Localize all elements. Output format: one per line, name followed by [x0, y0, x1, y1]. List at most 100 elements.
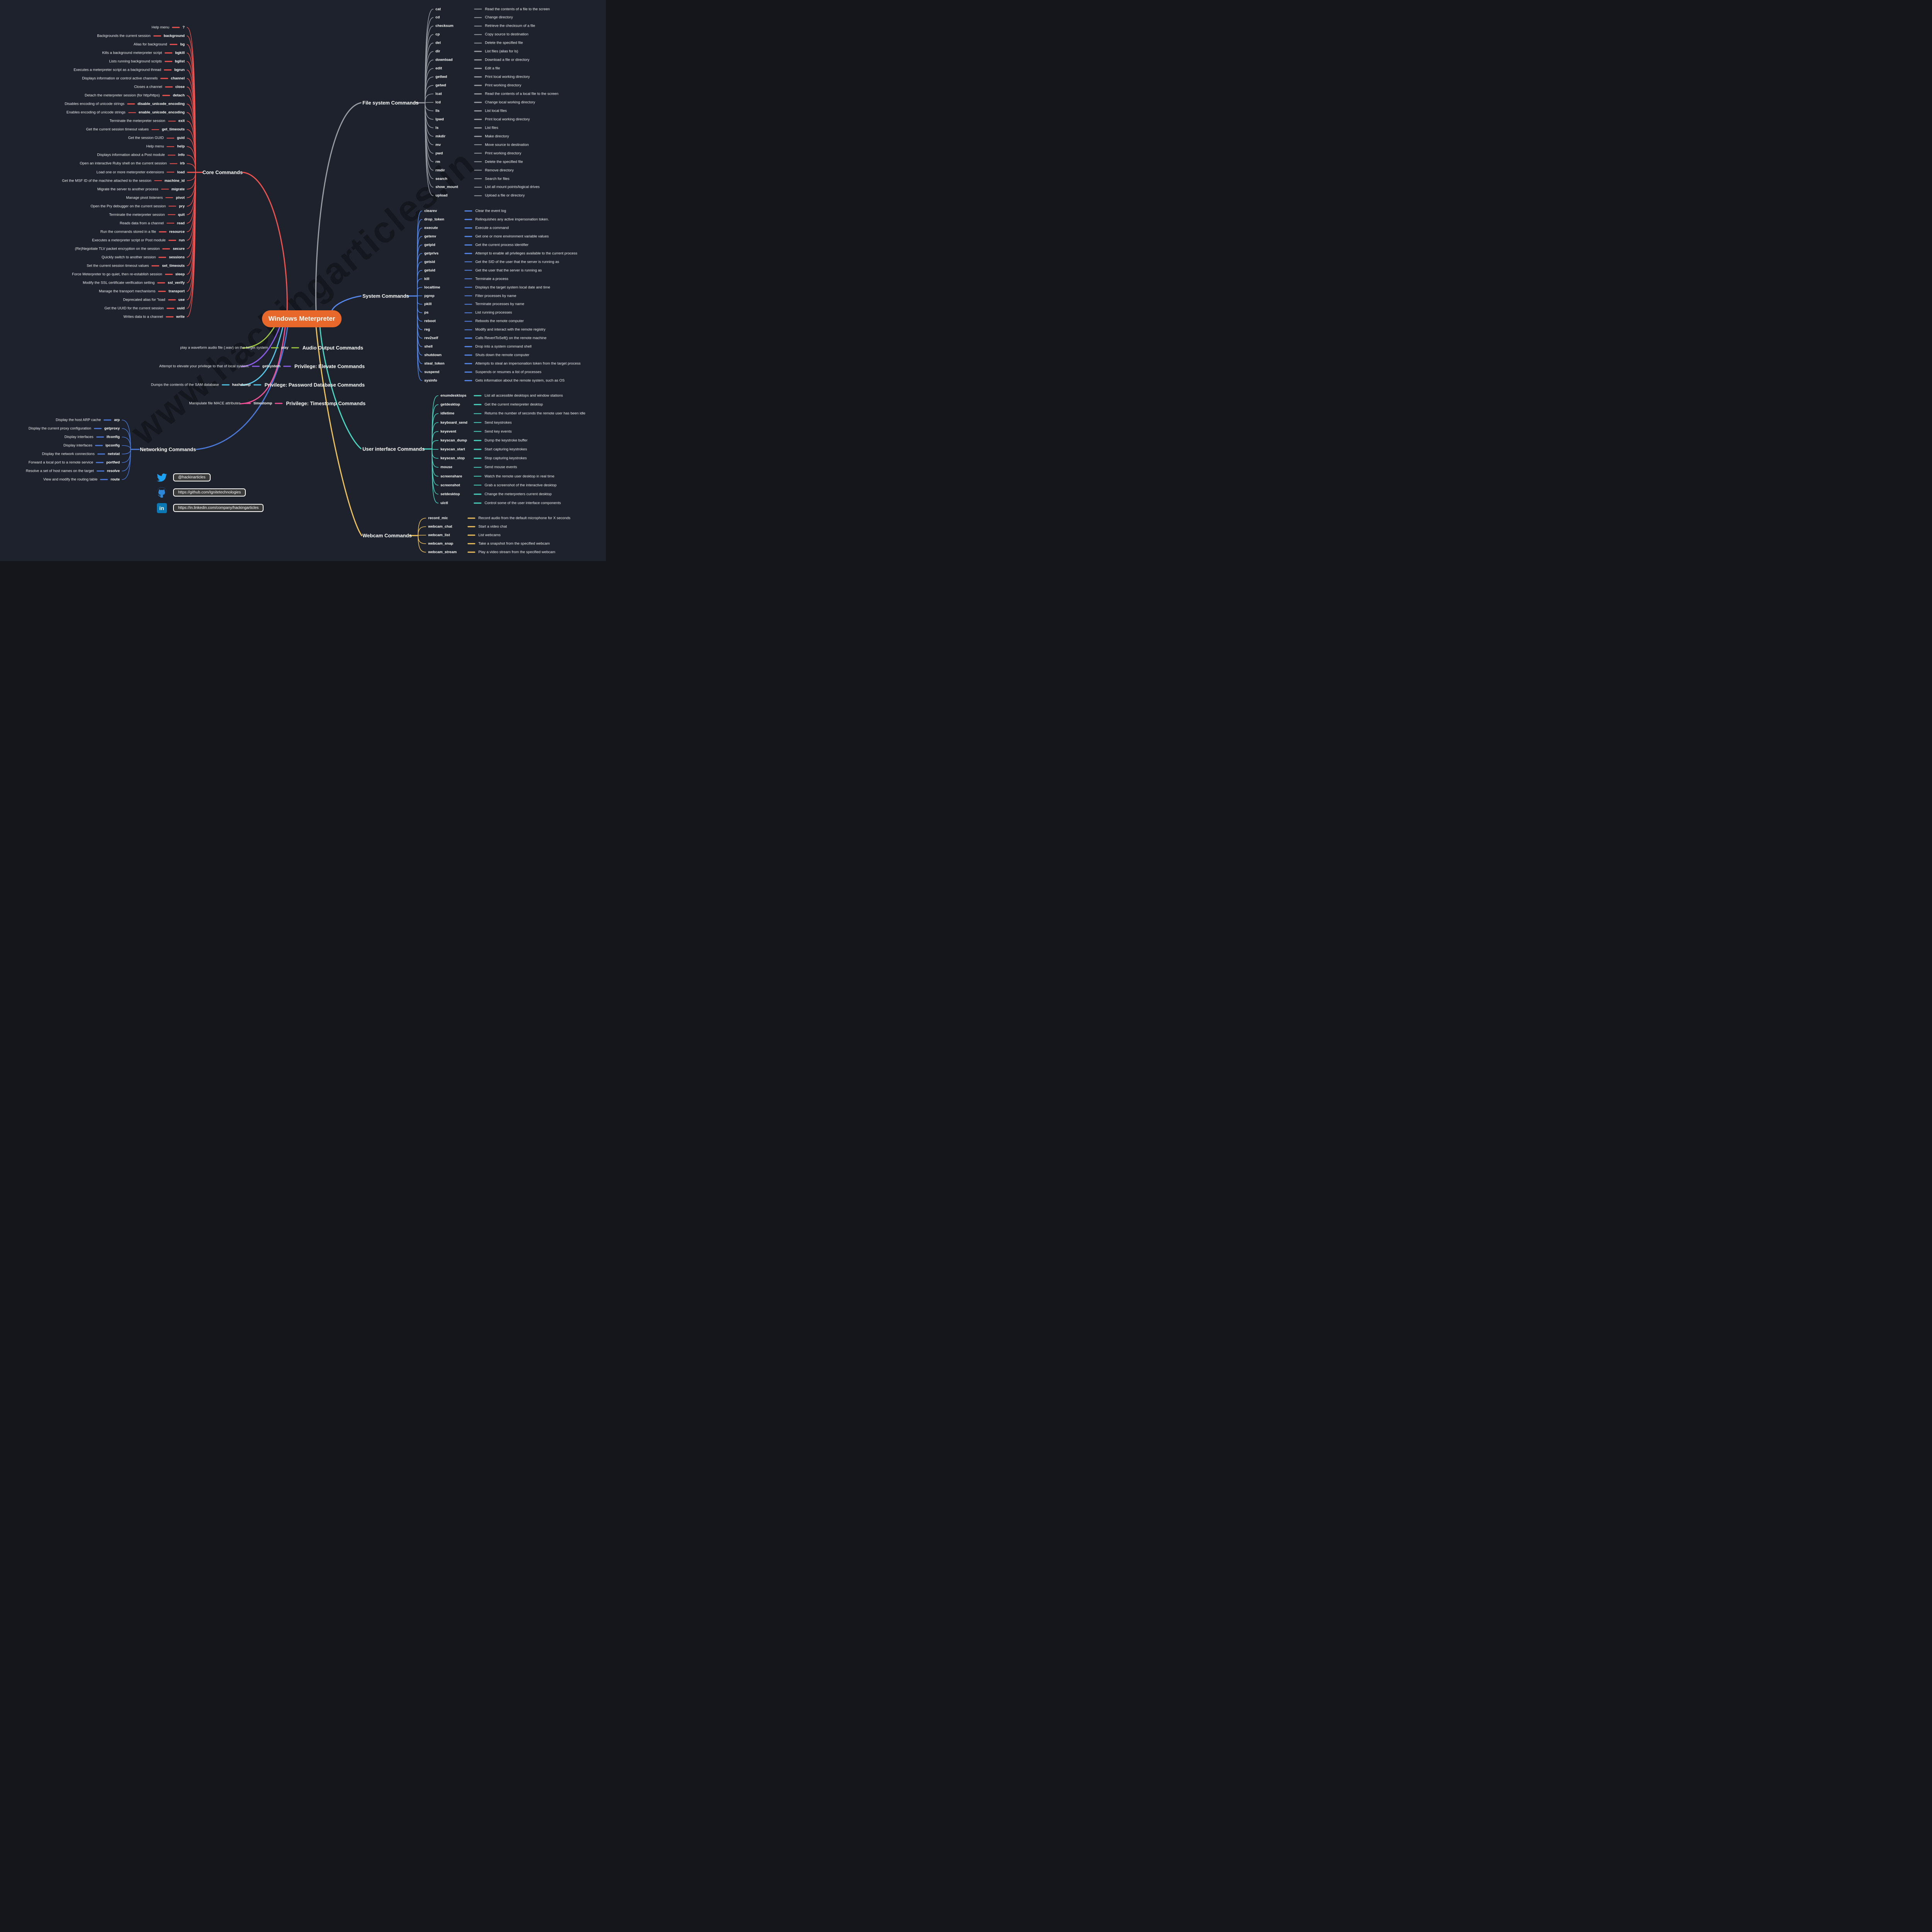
linkedin-url-badge[interactable]: https://in.linkedin.com/company/hackinga…: [173, 504, 264, 512]
branch-label-user-interface[interactable]: User interface Commands: [362, 446, 425, 452]
command-description: List all accessible desktops and window …: [485, 393, 563, 398]
mindmap-canvas: www.hackingarticles.in Windows Meterpret…: [0, 0, 606, 561]
connector-dash: [157, 282, 165, 284]
command-row: Run the commands stored in a file resourc…: [100, 230, 185, 234]
command-row: ls List files: [435, 126, 498, 130]
command-description: Filter processes by name: [475, 294, 517, 298]
command-row: reg Modify and interact with the remote r…: [424, 328, 546, 332]
branch-label-privilege-elevate[interactable]: Privilege: Elevate Commands: [294, 363, 365, 369]
connector-dash: [127, 103, 135, 105]
social-row-twitter: @hackinarticles: [156, 472, 211, 483]
command-row: kill Terminate a process: [424, 277, 509, 281]
command-description: Display the current proxy configuration: [28, 426, 91, 431]
connector-dash: [474, 59, 482, 61]
command-row: webcam_chat Start a video chat: [428, 525, 507, 529]
command-description: View and modify the routing table: [43, 477, 98, 482]
command-name: pgrep: [424, 294, 435, 298]
command-name: uuid: [177, 306, 185, 311]
branch-label-webcam[interactable]: Webcam Commands: [362, 532, 412, 539]
connector-dash: [283, 366, 291, 367]
connector-dash: [464, 210, 472, 212]
connector-dash: [168, 240, 176, 241]
command-row: View and modify the routing table route: [43, 478, 120, 482]
connector-dash: [464, 304, 472, 305]
command-row: Get the current session timeout values ge…: [86, 128, 185, 132]
connector-line: [417, 287, 422, 296]
connector-dash: [474, 404, 481, 405]
command-row: getlwd Print local working directory: [435, 75, 530, 79]
connector-line: [417, 296, 422, 322]
command-description: Executes a meterpreter script as a backg…: [73, 68, 162, 72]
command-description: Display the host ARP cache: [56, 418, 101, 422]
command-name: checksum: [435, 24, 454, 28]
twitter-icon[interactable]: [156, 472, 167, 483]
command-name: edit: [435, 66, 442, 71]
connector-dash: [168, 121, 176, 122]
connector-dash: [464, 371, 472, 373]
branch-label-networking[interactable]: Networking Commands: [140, 446, 196, 452]
branch-label-audio-output[interactable]: Audio Output Commands: [302, 345, 363, 351]
command-name: rev2self: [424, 336, 438, 340]
github-url-badge[interactable]: https://github.com/Ignitetechnologies: [173, 488, 246, 497]
command-name: shell: [424, 344, 433, 349]
command-description: Change the meterpreters current desktop: [485, 492, 552, 497]
command-name: drop_token: [424, 217, 444, 222]
command-row: getenv Get one or more environment variab…: [424, 234, 549, 238]
command-name: bg: [180, 42, 185, 47]
command-row: Detach the meterpreter session (for http…: [85, 94, 185, 98]
command-description: Relinquishes any active impersonation to…: [475, 217, 549, 222]
connector-dash: [468, 526, 475, 527]
command-name: lls: [435, 109, 440, 113]
command-name: lcat: [435, 92, 442, 96]
command-row: screenshare Watch the remote user desktop…: [440, 474, 554, 478]
command-row: pwd Print working directory: [435, 151, 521, 155]
github-icon[interactable]: [156, 487, 167, 498]
connector-dash: [270, 347, 279, 349]
command-name: route: [111, 477, 120, 482]
connector-line: [122, 420, 131, 450]
command-row: shutdown Shuts down the remote computer: [424, 353, 529, 357]
command-name: download: [435, 58, 453, 62]
command-name: hashdump: [232, 383, 251, 387]
command-name: setdesktop: [440, 492, 460, 497]
command-name: help: [177, 144, 185, 149]
twitter-handle-badge[interactable]: @hackinarticles: [173, 473, 211, 481]
branch-label-privilege-timestomp[interactable]: Privilege: Timestomp Commands: [286, 400, 366, 406]
command-description: Displays the target system local date an…: [475, 285, 550, 290]
command-description: Migrate the server to another process: [97, 187, 158, 192]
branch-label-file-system[interactable]: File system Commands: [362, 100, 419, 106]
command-description: Displays information or control active c…: [82, 76, 158, 81]
command-row: getwd Print working directory: [435, 83, 521, 88]
command-description: List files: [485, 126, 498, 130]
command-description: Move source to destination: [485, 143, 529, 147]
command-name: webcam_stream: [428, 550, 457, 554]
branch-label-system[interactable]: System Commands: [362, 293, 409, 299]
command-description: Lists running background scripts: [109, 59, 162, 64]
center-node[interactable]: Windows Meterpreter: [262, 310, 342, 327]
command-row: enumdesktops List all accessible desktops…: [440, 394, 563, 398]
command-description: Get the current session timeout values: [86, 127, 149, 132]
command-row: Manage the transport mechanisms transport: [99, 289, 185, 293]
connector-line: [432, 449, 439, 503]
command-description: Help menu: [146, 144, 164, 149]
connector-dash: [464, 337, 472, 339]
branch-label-core[interactable]: Core Commands: [202, 169, 243, 175]
command-description: Upload a file or directory: [485, 193, 525, 198]
connector-dash: [167, 214, 175, 215]
command-description: Open an interactive Ruby shell on the cu…: [80, 161, 167, 166]
command-row: Closes a channel close: [134, 85, 185, 89]
command-description: Terminate a process: [475, 277, 509, 281]
command-row: lls List local files: [435, 109, 507, 113]
branch-label-privilege-password-database[interactable]: Privilege: Password Database Commands: [264, 382, 365, 388]
command-description: List webcams: [478, 533, 501, 537]
connector-dash: [468, 517, 475, 519]
connector-dash: [464, 346, 472, 347]
linkedin-icon[interactable]: in: [156, 503, 167, 513]
command-description: Displays information about a Post module: [97, 153, 165, 157]
command-row: getdesktop Get the current meterpreter de…: [440, 403, 543, 407]
command-row: Open an interactive Ruby shell on the cu…: [80, 162, 185, 166]
command-name: shutdown: [424, 353, 442, 357]
connector-line: [417, 270, 422, 296]
command-name: sessions: [169, 255, 185, 260]
connector-line: [315, 326, 362, 536]
